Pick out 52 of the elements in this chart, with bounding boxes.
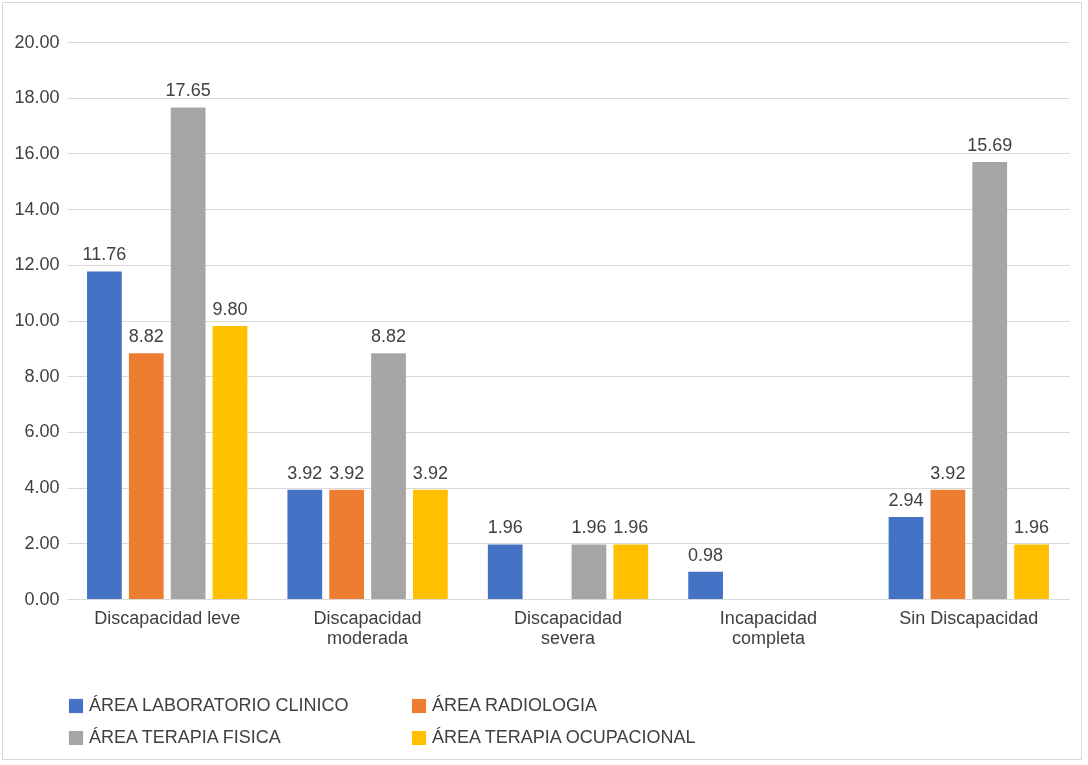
data-label: 3.92 <box>329 462 365 483</box>
y-tick-label: 8.00 <box>24 365 60 386</box>
x-tick-label: Incapacidad completa <box>719 607 817 648</box>
legend-label: ÁREA RADIOLOGIA <box>432 695 598 715</box>
data-label: 8.82 <box>371 326 407 347</box>
bar <box>487 544 523 599</box>
legend-label: ÁREA LABORATORIO CLINICO <box>89 695 349 715</box>
y-tick-label: 12.00 <box>14 254 60 275</box>
data-label: 9.80 <box>212 299 248 320</box>
data-label: 1.96 <box>571 517 607 538</box>
bar <box>413 489 448 599</box>
data-label: 2.94 <box>888 490 924 511</box>
y-tick-label: 14.00 <box>14 198 60 219</box>
bar <box>1014 544 1049 599</box>
data-label: 3.92 <box>287 462 323 483</box>
legend-label: ÁREA TERAPIA OCUPACIONAL <box>432 727 696 747</box>
bar <box>170 107 206 599</box>
bar <box>571 544 607 599</box>
data-label: 17.65 <box>165 80 211 101</box>
data-label: 1.96 <box>613 517 649 538</box>
x-tick-label: Discapacidad moderada <box>313 607 422 648</box>
x-tick-label: Discapacidad severa <box>513 607 623 648</box>
bar <box>329 489 365 599</box>
y-tick-label: 4.00 <box>24 477 60 498</box>
x-tick-label: Discapacidad leve <box>94 607 241 628</box>
bar <box>87 271 122 599</box>
y-tick-label: 20.00 <box>14 31 60 52</box>
bar <box>888 517 924 599</box>
bar <box>128 353 164 599</box>
bar <box>930 489 966 599</box>
bar <box>212 326 248 599</box>
bar <box>613 544 649 599</box>
y-tick-label: 0.00 <box>24 588 60 609</box>
data-label: 1.96 <box>487 517 523 538</box>
data-label: 3.92 <box>930 462 966 483</box>
data-label: 0.98 <box>688 544 724 565</box>
data-label: 11.76 <box>82 244 127 265</box>
legend-label: ÁREA TERAPIA FISICA <box>89 727 281 747</box>
data-label: 3.92 <box>412 462 448 483</box>
y-tick-label: 6.00 <box>24 421 60 442</box>
y-tick-label: 18.00 <box>14 87 60 108</box>
bar <box>972 162 1008 599</box>
y-tick-label: 2.00 <box>24 532 60 553</box>
bar <box>371 353 406 599</box>
bar <box>688 571 723 599</box>
y-tick-label: 10.00 <box>14 310 60 330</box>
data-label: 1.96 <box>1014 517 1050 538</box>
data-label: 15.69 <box>967 135 1013 156</box>
y-tick-label: 16.00 <box>14 142 60 163</box>
x-tick-label: Sin Discapacidad <box>899 607 1039 628</box>
bar <box>287 489 323 599</box>
data-label: 8.82 <box>128 326 164 347</box>
